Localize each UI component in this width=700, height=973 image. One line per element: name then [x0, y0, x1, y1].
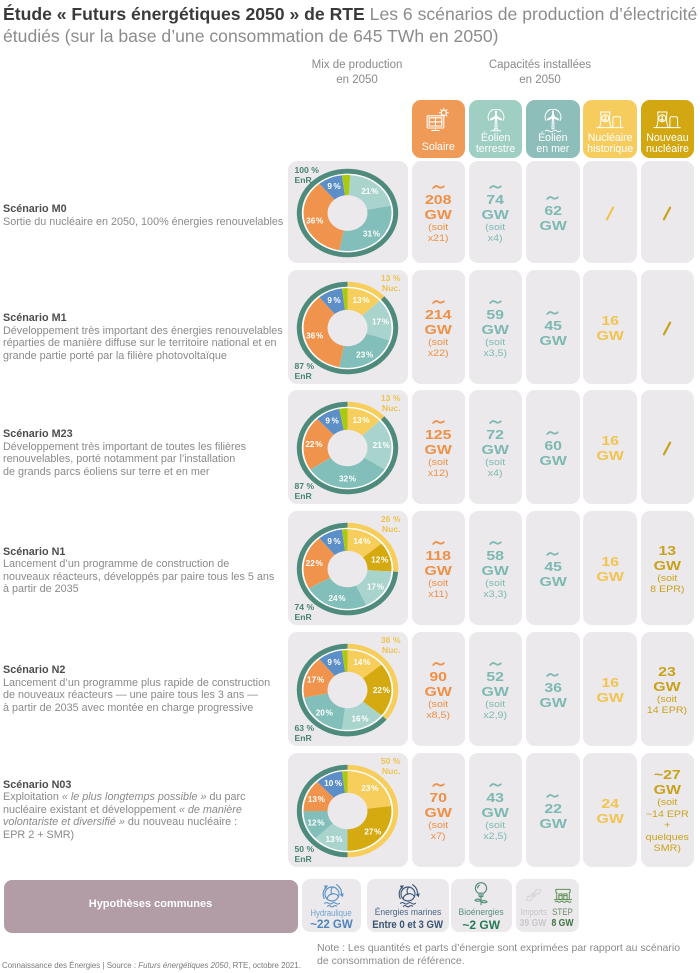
- svg-text:17%: 17%: [307, 676, 325, 685]
- svg-text:13%: 13%: [352, 416, 370, 425]
- svg-text:31%: 31%: [362, 230, 380, 239]
- svg-text:9%: 9%: [327, 296, 341, 305]
- svg-text:13%: 13%: [307, 795, 325, 804]
- svg-text:21%: 21%: [372, 441, 390, 450]
- svg-text:23%: 23%: [356, 350, 374, 359]
- svg-text:21%: 21%: [361, 187, 379, 196]
- svg-text:17%: 17%: [366, 582, 384, 591]
- svg-text:9%: 9%: [327, 537, 341, 546]
- svg-text:12%: 12%: [371, 556, 389, 565]
- svg-text:36%: 36%: [306, 332, 324, 341]
- svg-text:22%: 22%: [305, 559, 323, 568]
- svg-text:9%: 9%: [327, 658, 341, 667]
- svg-text:36%: 36%: [306, 216, 324, 225]
- svg-text:16%: 16%: [351, 715, 369, 724]
- svg-text:24%: 24%: [328, 594, 346, 603]
- svg-text:13%: 13%: [352, 296, 370, 305]
- svg-text:14%: 14%: [353, 658, 371, 667]
- svg-text:9%: 9%: [327, 182, 341, 191]
- svg-text:22%: 22%: [372, 686, 390, 695]
- svg-text:22%: 22%: [305, 440, 323, 449]
- svg-text:14%: 14%: [353, 537, 371, 546]
- svg-text:12%: 12%: [307, 818, 325, 827]
- svg-text:20%: 20%: [315, 708, 333, 717]
- svg-text:27%: 27%: [364, 827, 382, 836]
- svg-text:32%: 32%: [338, 475, 356, 484]
- svg-text:9%: 9%: [325, 417, 339, 426]
- svg-text:17%: 17%: [372, 317, 390, 326]
- svg-text:23%: 23%: [361, 784, 379, 793]
- svg-text:13%: 13%: [325, 835, 343, 844]
